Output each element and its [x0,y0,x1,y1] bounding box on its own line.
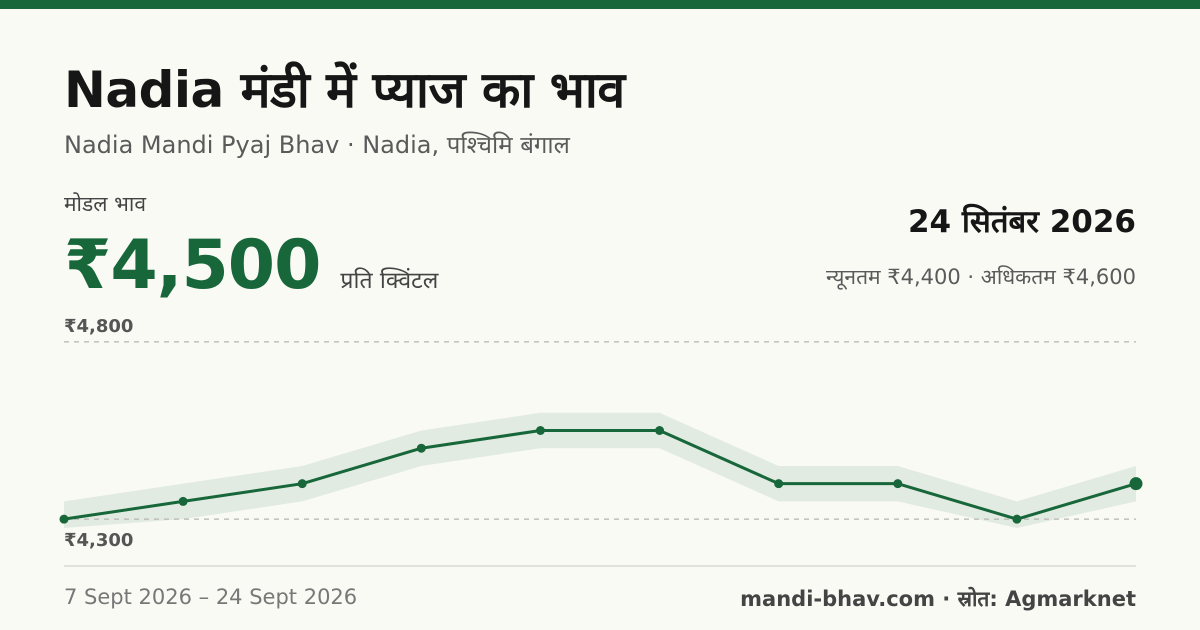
data-point [297,479,307,489]
latest-point [1129,477,1143,491]
source-credit: mandi-bhav.com · स्रोत: Agmarknet [740,587,1136,611]
price-date: 24 सितंबर 2026 [907,204,1136,240]
chart-points [59,426,1143,524]
price-range-band [64,412,1136,528]
data-point [416,443,426,453]
data-point [178,496,188,506]
data-point [655,426,665,435]
model-price-value: ₹4,500 [64,226,321,305]
page-subtitle: Nadia Mandi Pyaj Bhav · Nadia, पश्चिमि ब… [64,131,570,159]
model-price-label: मोडल भाव [64,192,147,216]
min-max-price: न्यूनतम ₹4,400 · अधिकतम ₹4,600 [826,265,1136,289]
date-range: 7 Sept 2026 – 24 Sept 2026 [64,585,358,609]
data-point [59,514,69,524]
footer-divider [64,565,1136,567]
chart-y-tick-labels: ₹4,800 ₹4,300 [64,316,133,551]
data-point [774,479,784,489]
y-tick-label: ₹4,800 [64,316,133,337]
page-title: Nadia मंडी में प्याज का भाव [64,61,625,119]
data-point [1012,514,1022,524]
data-point [535,426,545,435]
top-accent-bar [0,0,1200,9]
y-tick-label: ₹4,300 [64,530,133,551]
price-unit: प्रति क्विंटल [340,268,439,294]
price-line [63,429,1137,521]
chart-gridlines [64,341,1136,520]
data-point [893,479,903,489]
model-price-row: ₹4,500 प्रति क्विंटल [64,226,438,305]
